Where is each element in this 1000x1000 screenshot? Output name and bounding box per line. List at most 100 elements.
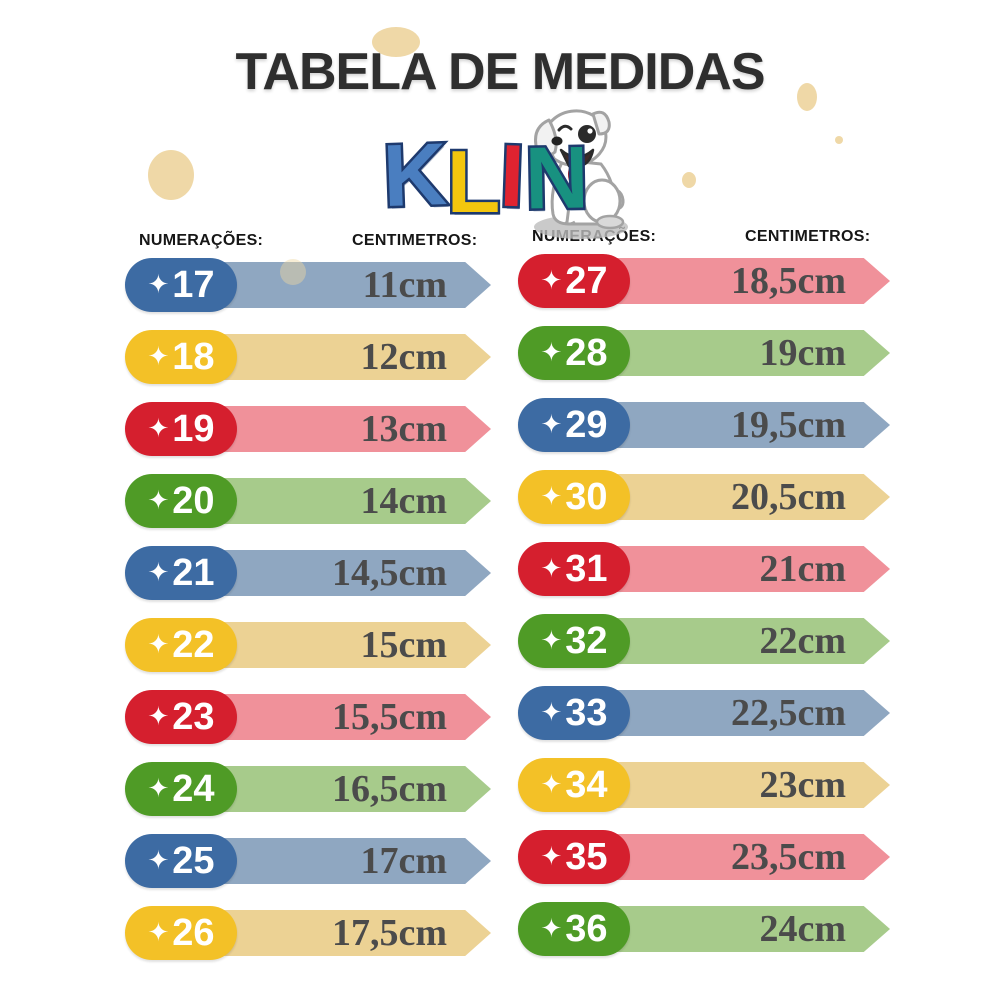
size-number: 19 bbox=[172, 408, 215, 450]
size-number: 36 bbox=[565, 908, 608, 950]
decor-dot bbox=[280, 259, 306, 285]
size-row: 12cm ✦ 18 bbox=[125, 330, 491, 384]
sparkle-star-icon: ✦ bbox=[147, 701, 170, 731]
size-row: 14cm ✦ 20 bbox=[125, 474, 491, 528]
size-number: 29 bbox=[565, 404, 608, 446]
sparkle-star-icon: ✦ bbox=[147, 629, 170, 659]
dog-mascot-icon bbox=[532, 109, 628, 239]
sparkle-star-icon: ✦ bbox=[540, 265, 563, 295]
sparkle-star-icon: ✦ bbox=[540, 481, 563, 511]
size-number: 35 bbox=[565, 836, 608, 878]
sparkle-star-icon: ✦ bbox=[540, 697, 563, 727]
cm-value: 20,5cm bbox=[730, 476, 846, 518]
size-row: 11cm ✦ 17 bbox=[125, 258, 491, 312]
size-badge: ✦ 26 bbox=[125, 906, 237, 960]
klin-letter: K bbox=[379, 121, 451, 227]
sparkle-star-icon: ✦ bbox=[147, 773, 170, 803]
cm-value: 24cm bbox=[759, 908, 846, 950]
size-badge: ✦ 25 bbox=[125, 834, 237, 888]
size-number: 27 bbox=[565, 260, 608, 302]
sparkle-star-icon: ✦ bbox=[147, 917, 170, 947]
column-headers: NUMERAÇÕES: CENTIMETROS: bbox=[125, 228, 491, 258]
rows-container: 11cm ✦ 17 12cm ✦ 18 13cm ✦ 19 14cm ✦ 20 bbox=[125, 258, 491, 960]
size-column-right: NUMERAÇÕES: CENTIMETROS: 18,5cm ✦ 27 19c… bbox=[518, 224, 890, 974]
cm-value: 15cm bbox=[360, 624, 447, 666]
size-row: 22cm ✦ 32 bbox=[518, 614, 890, 668]
size-number: 21 bbox=[172, 552, 215, 594]
size-badge: ✦ 22 bbox=[125, 618, 237, 672]
cm-value: 13cm bbox=[360, 408, 447, 450]
centimetros-header: CENTIMETROS: bbox=[745, 228, 871, 245]
size-row: 24cm ✦ 36 bbox=[518, 902, 890, 956]
size-row: 23,5cm ✦ 35 bbox=[518, 830, 890, 884]
cm-value: 22,5cm bbox=[730, 692, 846, 734]
size-badge: ✦ 35 bbox=[518, 830, 630, 884]
sparkle-star-icon: ✦ bbox=[147, 845, 170, 875]
cm-value: 19cm bbox=[759, 332, 846, 374]
sparkle-star-icon: ✦ bbox=[540, 625, 563, 655]
size-row: 19cm ✦ 28 bbox=[518, 326, 890, 380]
sparkle-star-icon: ✦ bbox=[540, 769, 563, 799]
size-badge: ✦ 27 bbox=[518, 254, 630, 308]
cm-value: 11cm bbox=[362, 264, 447, 306]
size-number: 26 bbox=[172, 912, 215, 954]
cm-value: 16,5cm bbox=[331, 768, 447, 810]
size-row: 18,5cm ✦ 27 bbox=[518, 254, 890, 308]
size-column-left: NUMERAÇÕES: CENTIMETROS: 11cm ✦ 17 12cm … bbox=[125, 228, 491, 978]
cm-value: 19,5cm bbox=[730, 404, 846, 446]
klin-letter: L bbox=[444, 132, 503, 231]
size-badge: ✦ 24 bbox=[125, 762, 237, 816]
cm-value: 14,5cm bbox=[331, 552, 447, 594]
page-title: TABELA DE MEDIDAS bbox=[235, 43, 766, 101]
sparkle-star-icon: ✦ bbox=[540, 337, 563, 367]
size-row: 23cm ✦ 34 bbox=[518, 758, 890, 812]
size-number: 32 bbox=[565, 620, 608, 662]
cm-value: 17,5cm bbox=[331, 912, 447, 954]
size-number: 30 bbox=[565, 476, 608, 518]
size-row: 22,5cm ✦ 33 bbox=[518, 686, 890, 740]
size-badge: ✦ 30 bbox=[518, 470, 630, 524]
cm-value: 23cm bbox=[759, 764, 846, 806]
size-row: 16,5cm ✦ 24 bbox=[125, 762, 491, 816]
size-row: 13cm ✦ 19 bbox=[125, 402, 491, 456]
klin-letter: I bbox=[496, 123, 529, 228]
sparkle-star-icon: ✦ bbox=[540, 553, 563, 583]
size-number: 31 bbox=[565, 548, 608, 590]
size-number: 24 bbox=[172, 768, 215, 810]
size-row: 17cm ✦ 25 bbox=[125, 834, 491, 888]
cm-value: 15,5cm bbox=[331, 696, 447, 738]
size-row: 15cm ✦ 22 bbox=[125, 618, 491, 672]
decor-dot bbox=[835, 136, 843, 144]
size-number: 20 bbox=[172, 480, 215, 522]
decor-dot bbox=[148, 150, 194, 200]
size-row: 20,5cm ✦ 30 bbox=[518, 470, 890, 524]
size-number: 17 bbox=[172, 264, 215, 306]
cm-value: 14cm bbox=[360, 480, 447, 522]
sparkle-star-icon: ✦ bbox=[540, 913, 563, 943]
size-badge: ✦ 23 bbox=[125, 690, 237, 744]
size-badge: ✦ 19 bbox=[125, 402, 237, 456]
rows-container: 18,5cm ✦ 27 19cm ✦ 28 19,5cm ✦ 29 20,5cm… bbox=[518, 254, 890, 956]
size-badge: ✦ 31 bbox=[518, 542, 630, 596]
size-number: 28 bbox=[565, 332, 608, 374]
klin-letter: N bbox=[521, 125, 591, 230]
numeracoes-header: NUMERAÇÕES: bbox=[139, 232, 264, 249]
size-number: 22 bbox=[172, 624, 215, 666]
size-number: 23 bbox=[172, 696, 215, 738]
size-row: 14,5cm ✦ 21 bbox=[125, 546, 491, 600]
cm-value: 12cm bbox=[360, 336, 447, 378]
cm-value: 18,5cm bbox=[730, 260, 846, 302]
cm-value: 21cm bbox=[759, 548, 846, 590]
size-row: 21cm ✦ 31 bbox=[518, 542, 890, 596]
sparkle-star-icon: ✦ bbox=[147, 485, 170, 515]
decor-dot bbox=[797, 83, 817, 111]
cm-value: 22cm bbox=[759, 620, 846, 662]
size-number: 18 bbox=[172, 336, 215, 378]
centimetros-header: CENTIMETROS: bbox=[352, 232, 478, 249]
decor-dot bbox=[372, 27, 420, 57]
sparkle-star-icon: ✦ bbox=[147, 413, 170, 443]
size-row: 17,5cm ✦ 26 bbox=[125, 906, 491, 960]
